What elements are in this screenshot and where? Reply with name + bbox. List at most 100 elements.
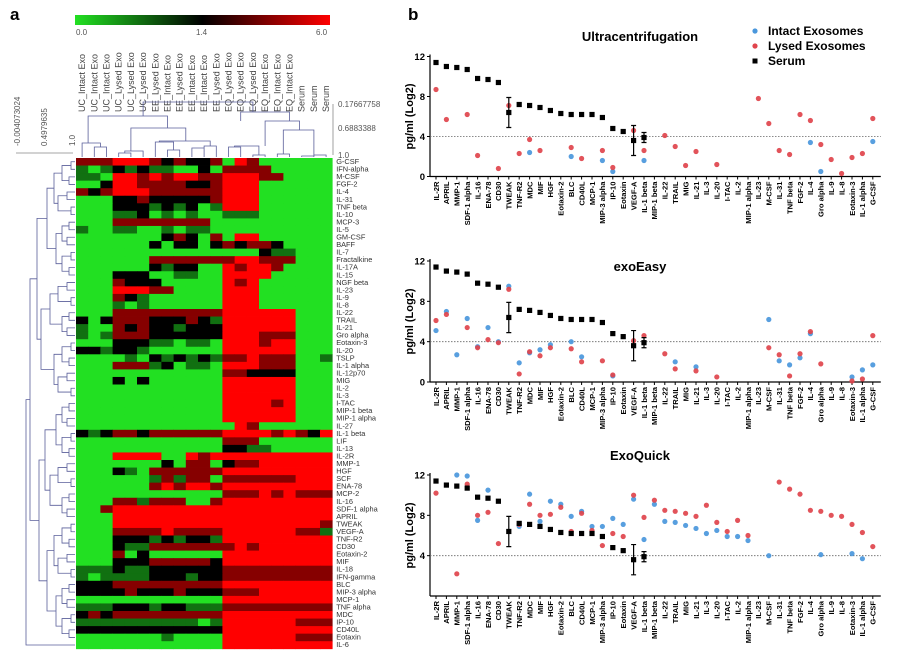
heatmap-column-label: EE_Intact Exo (187, 55, 197, 112)
intact-point (516, 360, 522, 366)
heatmap-cell (149, 165, 162, 174)
heatmap-cell (137, 203, 150, 212)
heatmap-cell (173, 203, 187, 212)
heatmap-cell (198, 414, 211, 423)
x-tick-label: IL-21 (692, 181, 701, 200)
heatmap-cell (271, 158, 284, 166)
heatmap-cell (307, 603, 321, 612)
heatmap-cell (185, 263, 199, 272)
heatmap-cell (259, 248, 272, 257)
heatmap-cell (246, 293, 260, 302)
heatmap-column-label: EQ_Lysed Exo (248, 52, 258, 112)
heatmap-cell (320, 180, 333, 189)
lysed-point (776, 147, 782, 154)
heatmap-cell (173, 354, 187, 363)
heatmap-cell (210, 210, 223, 219)
heatmap-column-label: UC_Intact Exo (77, 54, 87, 112)
intact-point (610, 168, 616, 175)
heatmap-cell (149, 595, 162, 604)
x-tick-label: HGF (546, 387, 555, 403)
heatmap-cell (173, 588, 187, 597)
heatmap-cell (259, 301, 272, 310)
heatmap-cell (112, 331, 126, 340)
heatmap-cell (283, 241, 296, 249)
x-tick-label: M-CSF (765, 181, 774, 205)
heatmap-cell (161, 452, 174, 461)
heatmap-cell (112, 218, 126, 227)
heatmap-cell (222, 203, 235, 212)
heatmap-cell (149, 309, 162, 317)
heatmap-cell (149, 611, 162, 619)
heatmap-cell (222, 346, 235, 355)
heatmap-cell (234, 369, 248, 378)
dendro-scale-top-2: 0.6883388 (338, 124, 376, 133)
y-tick-label: 8 (420, 92, 425, 103)
lysed-point (495, 540, 501, 547)
heatmap-cell (307, 218, 321, 227)
heatmap-cell (210, 218, 223, 227)
lysed-point (807, 328, 814, 335)
x-tick-label: IL-1 alpha (858, 600, 867, 636)
heatmap-cell (173, 210, 187, 219)
heatmap-cell (271, 580, 284, 589)
heatmap-cell (259, 452, 272, 461)
heatmap-cell (320, 550, 333, 559)
heatmap-row-label: TNF-R2 (336, 535, 362, 544)
x-tick-label: IL-8 (837, 387, 846, 401)
heatmap-cell (161, 316, 174, 325)
heatmap-cell (76, 437, 89, 446)
heatmap-row-label: IL-4 (336, 187, 349, 196)
lysed-point (683, 510, 689, 516)
heatmap-row-label: MCP-1 (336, 595, 359, 604)
heatmap-cell (222, 339, 235, 348)
heatmap-cell (222, 573, 235, 582)
heatmap-cell (124, 361, 138, 370)
heatmap-cell (185, 180, 199, 189)
lysed-point (485, 509, 491, 515)
heatmap-cell (185, 580, 199, 589)
heatmap-cell (222, 475, 235, 484)
heatmap-cell (76, 580, 89, 589)
heatmap-cell (124, 573, 138, 582)
heatmap-cell (100, 497, 113, 506)
heatmap-cell (161, 460, 174, 468)
heatmap-cell (210, 603, 223, 612)
heatmap-cell (149, 263, 162, 272)
heatmap-cell (173, 497, 187, 506)
x-tick-label: TWEAK (505, 600, 514, 628)
heatmap-cell (283, 565, 296, 574)
heatmap-cell (88, 407, 101, 416)
heatmap-cell (307, 573, 321, 582)
heatmap-row-label: APRIL (336, 512, 357, 521)
heatmap-cell (149, 233, 162, 242)
heatmap-cell (234, 256, 248, 265)
heatmap-cell (124, 475, 138, 484)
heatmap-cell (307, 565, 321, 574)
lysed-point (766, 120, 772, 127)
heatmap-cell (76, 278, 89, 287)
heatmap-cell (124, 407, 138, 416)
heatmap-cell (283, 490, 296, 499)
heatmap-cell (271, 520, 284, 529)
heatmap-cell (112, 361, 126, 370)
dendrogram-link (66, 282, 75, 291)
heatmap-cell (149, 633, 162, 642)
heatmap-cell (259, 241, 272, 249)
x-tick-label: Gro alpha (817, 386, 826, 422)
heatmap-cell (210, 316, 223, 325)
heatmap-cell (234, 580, 248, 589)
heatmap-cell (320, 482, 333, 491)
heatmap-cell (88, 263, 101, 272)
heatmap-cell (234, 490, 248, 499)
heatmap-cell (198, 611, 211, 619)
heatmap-cell (271, 565, 284, 574)
heatmap-cell (149, 543, 162, 551)
heatmap-cell (295, 256, 309, 265)
serum-point (495, 284, 501, 290)
heatmap-cell (198, 210, 211, 219)
heatmap-cell (137, 618, 150, 627)
heatmap-cell (198, 452, 211, 461)
heatmap-cell (124, 641, 138, 650)
heatmap-cell (307, 429, 321, 438)
lysed-point (454, 571, 460, 577)
